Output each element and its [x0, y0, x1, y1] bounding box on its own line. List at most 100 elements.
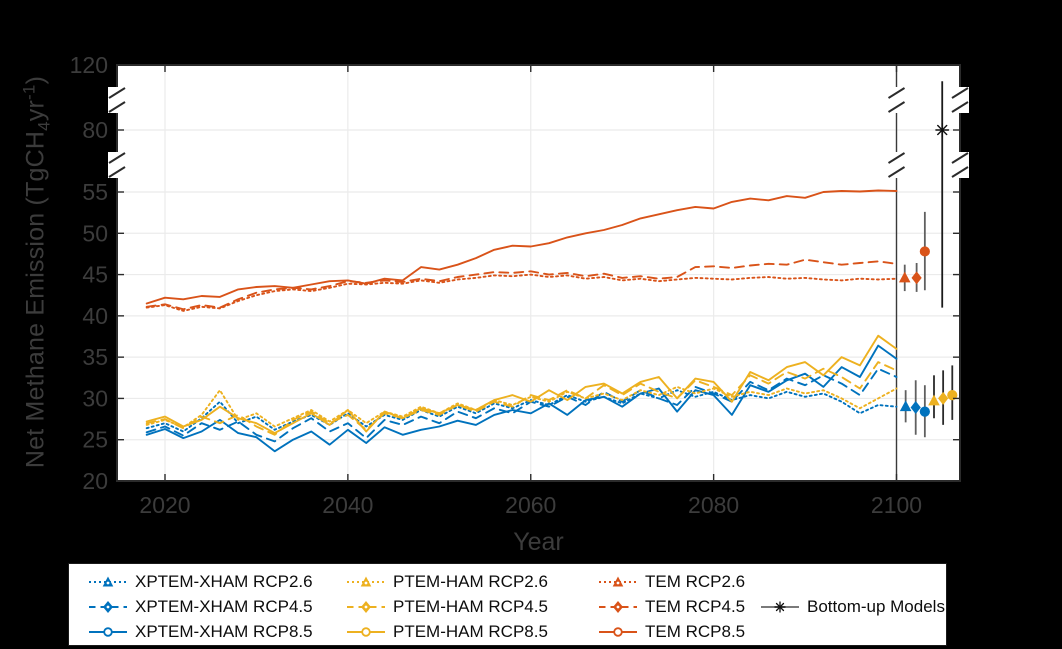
summary-ptem-ham-rcp2-6-triangle-marker	[928, 394, 940, 406]
axis-break-notch-5	[951, 152, 969, 178]
legend-entry-ptem-ham-rcp2-6: PTEM-HAM RCP2.6	[346, 570, 598, 594]
legend-entry-bottom-up-models: Bottom-up Models	[760, 595, 946, 619]
legend-marker-dot	[364, 605, 368, 609]
series-line-ptem-ham-rcp8-5	[145, 334, 898, 435]
y-tick-label-40: 40	[82, 303, 108, 329]
legend-swatch-solid-circle-icon	[347, 627, 385, 638]
legend-entry-tem-rcp8-5: TEM RCP8.5	[598, 620, 760, 644]
x-tick-label-2020: 2020	[139, 492, 190, 518]
series-line-tem-rcp8-5	[145, 189, 898, 305]
legend-entry-xptem-xham-rcp2-6: XPTEM-XHAM RCP2.6	[88, 570, 346, 594]
y-tick-label-20: 20	[82, 468, 108, 494]
legend-label: PTEM-HAM RCP8.5	[393, 622, 548, 642]
axis-break-slash	[108, 152, 126, 164]
legend-entry-xptem-xham-rcp8-5: XPTEM-XHAM RCP8.5	[88, 620, 346, 644]
y-tick-label-45: 45	[82, 262, 108, 288]
axis-break-slash	[951, 87, 969, 99]
y-axis-label: Net Methane Emission (TgCH4yr-1)	[19, 76, 54, 468]
legend-label: TEM RCP2.6	[645, 571, 746, 591]
legend-entry-ptem-ham-rcp4-5: PTEM-HAM RCP4.5	[346, 595, 598, 619]
y-axis-label-text: Net Methane Emission (TgCH	[21, 130, 50, 469]
x-tick-label-2080: 2080	[688, 492, 739, 518]
legend-swatch-dashed-diamond-icon	[89, 600, 127, 613]
summary-tem-rcp2-6-triangle-marker	[898, 271, 911, 283]
series-line-ptem-ham-rcp2-6	[145, 385, 898, 429]
y-tick-label-55: 55	[82, 179, 108, 205]
legend-label: XPTEM-XHAM RCP8.5	[135, 622, 313, 642]
y-tick-label-120: 120	[70, 52, 108, 78]
axes-border	[116, 64, 961, 482]
series-line-xptem-xham-rcp2-6	[145, 389, 898, 433]
legend-triangle-marker-icon	[360, 576, 372, 587]
legend-label: TEM RCP8.5	[645, 622, 746, 642]
summary-xptem-xham-rcp2-6-triangle-marker	[899, 400, 912, 412]
legend-circle-marker-icon	[361, 627, 371, 638]
summary-ptem-ham-rcp8-5-circle-marker	[947, 390, 958, 401]
legend-box: XPTEM-XHAM RCP2.6 XPTEM-XHAM RCP4.5 XPTEM-…	[68, 563, 947, 646]
legend-swatch-dotted-triangle-icon	[599, 576, 637, 587]
axis-break-slash	[887, 152, 906, 164]
legend-label: XPTEM-XHAM RCP2.6	[135, 571, 313, 591]
axis-break-marks	[108, 87, 969, 178]
y-tick-label-80: 80	[82, 117, 108, 143]
legend-marker-dot	[616, 581, 620, 585]
error-bars	[898, 81, 958, 438]
legend-marker-dot	[106, 605, 110, 609]
summary-xptem-xham-rcp8-5-circle-marker	[919, 406, 930, 417]
x-tick-label-2040: 2040	[322, 492, 373, 518]
legend-label: Bottom-up Models	[807, 596, 945, 616]
summary-xptem-xham-rcp4-5-diamond-marker	[910, 401, 921, 415]
axis-break-slash	[887, 101, 906, 113]
legend-marker-dot	[616, 605, 620, 609]
legend-swatch-solid-circle-icon	[599, 627, 637, 638]
y-axis-label-suffix: )	[21, 75, 50, 85]
series-line-ptem-ham-rcp4-5	[145, 361, 898, 436]
series-line-xptem-xham-rcp8-5	[145, 344, 898, 453]
legend-asterisk-marker-icon	[775, 602, 785, 612]
legend-swatch-solid-asterisk-icon	[761, 601, 799, 613]
axis-break-slash	[887, 87, 906, 99]
series-line-tem-rcp4-5	[145, 258, 898, 311]
tick-labels: 20 25 30 35 40 45 50 55 80 120 2020 2040 2060 2080 210…	[70, 52, 922, 518]
y-tick-label-35: 35	[82, 344, 108, 370]
y-tick-label-50: 50	[82, 220, 108, 246]
axis-break-slash	[108, 101, 126, 113]
axis-break-slash	[887, 166, 906, 178]
legend-entry-tem-rcp4-5: TEM RCP4.5	[598, 595, 760, 619]
x-tick-label-2100: 2100	[871, 492, 922, 518]
y-axis-label-subscript: 4	[34, 121, 54, 131]
axis-break-notch-0	[108, 87, 126, 113]
legend-entry-tem-rcp2-6: TEM RCP2.6	[598, 570, 760, 594]
legend-triangle-marker-icon	[612, 576, 624, 587]
chart-svg: 20 25 30 35 40 45 50 55 80 120 2020 2040 2060 2080 210…	[70, 52, 969, 518]
legend-entry-ptem-ham-rcp8-5: PTEM-HAM RCP8.5	[346, 620, 598, 644]
axis-break-slash	[108, 87, 126, 99]
summary-bottom-up-models-asterisk-marker	[937, 124, 948, 136]
legend-label: PTEM-HAM RCP4.5	[393, 596, 548, 616]
axis-break-notch-2	[887, 87, 906, 113]
series-line-xptem-xham-rcp4-5	[145, 367, 898, 443]
y-tick-label-25: 25	[82, 427, 108, 453]
legend-circle-marker-icon	[613, 627, 623, 638]
legend-label: PTEM-HAM RCP2.6	[393, 571, 548, 591]
axis-break-slash	[951, 166, 969, 178]
axis-break-notch-1	[108, 152, 126, 178]
legend-entry-xptem-xham-rcp4-5: XPTEM-XHAM RCP4.5	[88, 595, 346, 619]
legend-label: XPTEM-XHAM RCP4.5	[135, 596, 313, 616]
y-axis-label-mid: yr	[21, 99, 50, 122]
legend-swatch-dashed-diamond-icon	[599, 600, 637, 613]
axis-break-notch-4	[951, 87, 969, 113]
axis-break-slash	[951, 101, 969, 113]
summary-tem-rcp4-5-diamond-marker	[911, 271, 922, 285]
y-axis-label-superscript: -1	[19, 84, 39, 100]
legend-triangle-marker-icon	[102, 576, 114, 587]
axes-box-and-ticks	[116, 64, 961, 482]
summary-ptem-ham-rcp4-5-diamond-marker	[938, 391, 949, 405]
x-tick-label-2060: 2060	[505, 492, 556, 518]
axis-break-notch-3	[887, 152, 906, 178]
legend-marker-dot	[364, 581, 368, 585]
legend-swatch-dotted-triangle-icon	[347, 576, 385, 587]
x-axis-label: Year	[513, 528, 564, 556]
axis-break-slash	[108, 166, 126, 178]
